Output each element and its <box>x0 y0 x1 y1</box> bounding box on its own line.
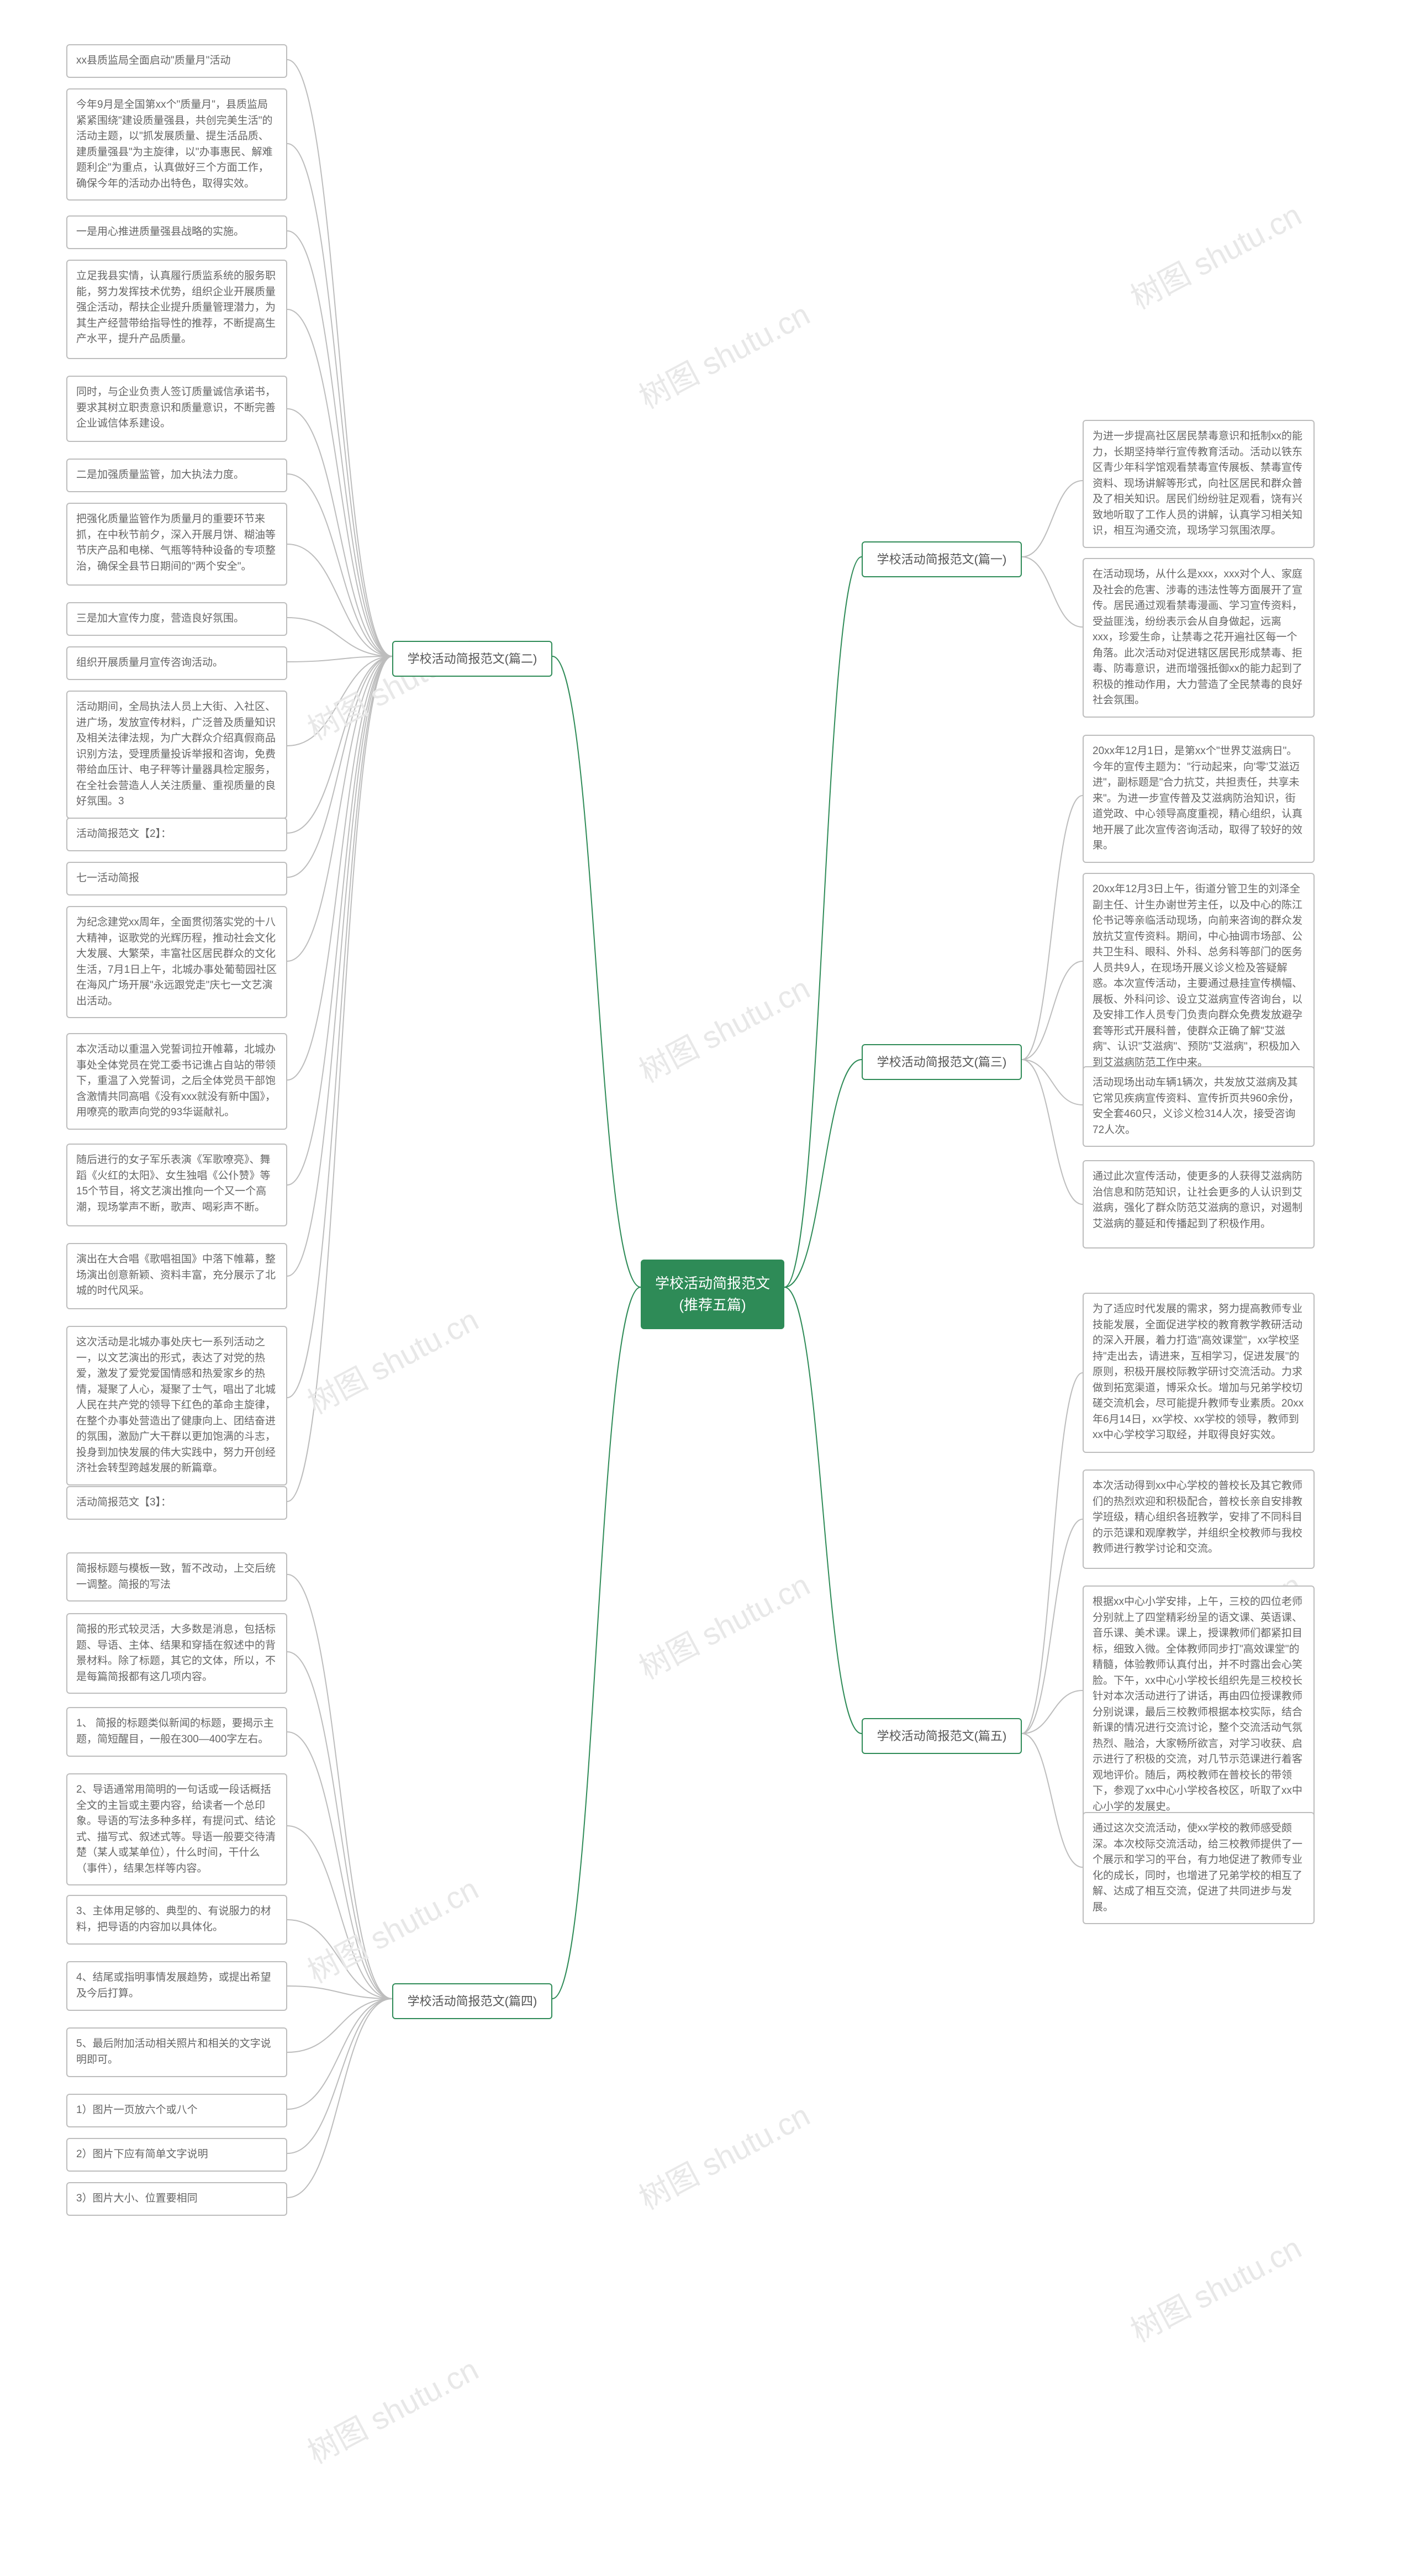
leaf-b2-5-label: 二是加强质量监管，加大执法力度。 <box>76 469 244 481</box>
watermark: 树图 shutu.cn <box>299 1295 486 1423</box>
leaf-b2-16[interactable]: 这次活动是北城办事处庆七一系列活动之一，以文艺演出的形式，表达了对党的热爱，激发… <box>66 1326 287 1485</box>
leaf-b2-4-label: 同时，与企业负责人签订质量诚信承诺书，要求其树立职责意识和质量意识，不断完善企业… <box>76 386 276 429</box>
leaf-b3-2-label: 活动现场出动车辆1辆次，共发放艾滋病及其它常见疾病宣传资料、宣传折页共960余份… <box>1093 1077 1299 1136</box>
leaf-b4-3-label: 2、导语通常用简明的一句话或一段话概括全文的主旨或主要内容，给读者一个总印象。导… <box>76 1784 276 1874</box>
leaf-b5-1-label: 本次活动得到xx中心学校的普校长及其它教师们的热烈欢迎和积极配合，普校长亲自安排… <box>1093 1480 1302 1555</box>
leaf-b2-14-label: 随后进行的女子军乐表演《军歌嘹亮》、舞蹈《火红的太阳》、女生独唱《公仆赞》等15… <box>76 1154 271 1213</box>
branch-b5[interactable]: 学校活动简报范文(篇五) <box>862 1718 1022 1754</box>
leaf-b2-0[interactable]: xx县质监局全面启动"质量月"活动 <box>66 44 287 78</box>
leaf-b2-12-label: 为纪念建党xx周年，全面贯彻落实党的十八大精神，讴歌党的光辉历程，推动社会文化大… <box>76 916 277 1007</box>
leaf-b4-4-label: 3、主体用足够的、典型的、有说服力的材料，把导语的内容加以具体化。 <box>76 1905 271 1933</box>
leaf-b2-13[interactable]: 本次活动以重温入党誓词拉开帷幕，北城办事处全体党员在党工委书记谯占自站的带领下，… <box>66 1033 287 1130</box>
branch-b3[interactable]: 学校活动简报范文(篇三) <box>862 1044 1022 1080</box>
leaf-b4-0-label: 简报标题与模板一致，暂不改动，上交后统一调整。简报的写法 <box>76 1563 276 1590</box>
leaf-b1-0-label: 为进一步提高社区居民禁毒意识和抵制xx的能力，长期坚持举行宣传教育活动。活动以铁… <box>1093 430 1302 536</box>
leaf-b3-3-label: 通过此次宣传活动，使更多的人获得艾滋病防治信息和防范知识，让社会更多的人认识到艾… <box>1093 1171 1302 1230</box>
leaf-b4-7-label: 1）图片一页放六个或八个 <box>76 2104 198 2116</box>
leaf-b5-0-label: 为了适应时代发展的需求，努力提高教师专业技能发展，全面促进学校的教育教学教研活动… <box>1093 1303 1304 1441</box>
leaf-b1-1[interactable]: 在活动现场，从什么是xxx，xxx对个人、家庭及社会的危害、涉毒的违法性等方面展… <box>1083 558 1315 718</box>
branch-b4-label: 学校活动简报范文(篇四) <box>408 1994 537 2008</box>
leaf-b2-3-label: 立足我县实情，认真履行质监系统的服务职能，努力发挥技术优势，组织企业开展质量强企… <box>76 270 276 345</box>
leaf-b3-0[interactable]: 20xx年12月1日，是第xx个"世界艾滋病日"。今年的宣传主题为："行动起来，… <box>1083 735 1315 863</box>
leaf-b4-8[interactable]: 2）图片下应有简单文字说明 <box>66 2138 287 2172</box>
leaf-b3-1[interactable]: 20xx年12月3日上午，街道分管卫生的刘泽全副主任、计生办谢世芳主任，以及中心… <box>1083 873 1315 1079</box>
leaf-b2-9-label: 活动期间，全局执法人员上大街、入社区、进广场，发放宣传材料，广泛普及质量知识及相… <box>76 701 276 807</box>
leaf-b2-2[interactable]: 一是用心推进质量强县战略的实施。 <box>66 215 287 249</box>
root-node[interactable]: 学校活动简报范文(推荐五篇) <box>641 1260 784 1329</box>
watermark: 树图 shutu.cn <box>630 1561 817 1688</box>
branch-b4[interactable]: 学校活动简报范文(篇四) <box>392 1983 552 2019</box>
leaf-b5-2[interactable]: 根据xx中心小学安排，上午，三校的四位老师分别就上了四堂精彩纷呈的语文课、英语课… <box>1083 1585 1315 1824</box>
leaf-b2-0-label: xx县质监局全面启动"质量月"活动 <box>76 55 231 66</box>
watermark: 树图 shutu.cn <box>630 290 817 418</box>
leaf-b2-10[interactable]: 活动简报范文【2】： <box>66 818 287 851</box>
leaf-b2-2-label: 一是用心推进质量强县战略的实施。 <box>76 226 244 238</box>
leaf-b4-4[interactable]: 3、主体用足够的、典型的、有说服力的材料，把导语的内容加以具体化。 <box>66 1895 287 1945</box>
watermark: 树图 shutu.cn <box>630 964 817 1092</box>
branch-b2-label: 学校活动简报范文(篇二) <box>408 652 537 666</box>
root-node-label: 学校活动简报范文(推荐五篇) <box>655 1275 770 1313</box>
leaf-b2-10-label: 活动简报范文【2】： <box>76 828 171 840</box>
leaf-b4-9[interactable]: 3）图片大小、位置要相同 <box>66 2182 287 2216</box>
leaf-b4-0[interactable]: 简报标题与模板一致，暂不改动，上交后统一调整。简报的写法 <box>66 1552 287 1602</box>
leaf-b4-5-label: 4、结尾或指明事情发展趋势，或提出希望及今后打算。 <box>76 1972 271 1999</box>
branch-b1-label: 学校活动简报范文(篇一) <box>877 552 1007 566</box>
leaf-b3-1-label: 20xx年12月3日上午，街道分管卫生的刘泽全副主任、计生办谢世芳主任，以及中心… <box>1093 883 1302 1068</box>
leaf-b5-3-label: 通过这次交流活动，使xx学校的教师感受颇深。本次校际交流活动，给三校教师提供了一… <box>1093 1822 1302 1913</box>
leaf-b5-3[interactable]: 通过这次交流活动，使xx学校的教师感受颇深。本次校际交流活动，给三校教师提供了一… <box>1083 1812 1315 1924</box>
leaf-b4-1[interactable]: 简报的形式较灵活，大多数是消息，包括标题、导语、主体、结果和穿插在叙述中的背景材… <box>66 1613 287 1694</box>
leaf-b5-2-label: 根据xx中心小学安排，上午，三校的四位老师分别就上了四堂精彩纷呈的语文课、英语课… <box>1093 1596 1302 1813</box>
branch-b3-label: 学校活动简报范文(篇三) <box>877 1055 1007 1069</box>
watermark: 树图 shutu.cn <box>299 2345 486 2473</box>
leaf-b2-13-label: 本次活动以重温入党誓词拉开帷幕，北城办事处全体党员在党工委书记谯占自站的带领下，… <box>76 1044 276 1118</box>
branch-b5-label: 学校活动简报范文(篇五) <box>877 1729 1007 1743</box>
leaf-b3-3[interactable]: 通过此次宣传活动，使更多的人获得艾滋病防治信息和防范知识，让社会更多的人认识到艾… <box>1083 1160 1315 1249</box>
leaf-b2-16-label: 这次活动是北城办事处庆七一系列活动之一，以文艺演出的形式，表达了对党的热爱，激发… <box>76 1336 276 1474</box>
leaf-b2-8-label: 组织开展质量月宣传咨询活动。 <box>76 657 223 668</box>
leaf-b2-4[interactable]: 同时，与企业负责人签订质量诚信承诺书，要求其树立职责意识和质量意识，不断完善企业… <box>66 376 287 442</box>
leaf-b2-3[interactable]: 立足我县实情，认真履行质监系统的服务职能，努力发挥技术优势，组织企业开展质量强企… <box>66 260 287 359</box>
leaf-b2-17-label: 活动简报范文【3】： <box>76 1497 171 1508</box>
leaf-b2-6[interactable]: 把强化质量监管作为质量月的重要环节来抓，在中秋节前夕，深入开展月饼、糊油等节庆产… <box>66 503 287 586</box>
leaf-b2-9[interactable]: 活动期间，全局执法人员上大街、入社区、进广场，发放宣传材料，广泛普及质量知识及相… <box>66 691 287 819</box>
leaf-b2-15[interactable]: 演出在大合唱《歌唱祖国》中落下帷幕，整场演出创意新颖、资料丰富，充分展示了北城的… <box>66 1243 287 1309</box>
leaf-b4-1-label: 简报的形式较灵活，大多数是消息，包括标题、导语、主体、结果和穿插在叙述中的背景材… <box>76 1624 276 1683</box>
leaf-b2-11[interactable]: 七一活动简报 <box>66 862 287 895</box>
leaf-b2-12[interactable]: 为纪念建党xx周年，全面贯彻落实党的十八大精神，讴歌党的光辉历程，推动社会文化大… <box>66 906 287 1018</box>
watermark: 树图 shutu.cn <box>299 1864 486 1992</box>
leaf-b4-2-label: 1、 简报的标题类似新闻的标题，要揭示主题，简短醒目，一般在300—400字左右… <box>76 1718 274 1745</box>
leaf-b1-1-label: 在活动现场，从什么是xxx，xxx对个人、家庭及社会的危害、涉毒的违法性等方面展… <box>1093 568 1302 706</box>
leaf-b4-8-label: 2）图片下应有简单文字说明 <box>76 2148 208 2160</box>
leaf-b2-14[interactable]: 随后进行的女子军乐表演《军歌嘹亮》、舞蹈《火红的太阳》、女生独唱《公仆赞》等15… <box>66 1144 287 1226</box>
leaf-b2-7-label: 三是加大宣传力度，营造良好氛围。 <box>76 613 244 624</box>
leaf-b2-6-label: 把强化质量监管作为质量月的重要环节来抓，在中秋节前夕，深入开展月饼、糊油等节庆产… <box>76 513 276 572</box>
leaf-b4-7[interactable]: 1）图片一页放六个或八个 <box>66 2094 287 2127</box>
leaf-b2-8[interactable]: 组织开展质量月宣传咨询活动。 <box>66 646 287 680</box>
leaf-b5-0[interactable]: 为了适应时代发展的需求，努力提高教师专业技能发展，全面促进学校的教育教学教研活动… <box>1083 1293 1315 1453</box>
watermark: 树图 shutu.cn <box>1122 191 1309 318</box>
leaf-b1-0[interactable]: 为进一步提高社区居民禁毒意识和抵制xx的能力，长期坚持举行宣传教育活动。活动以铁… <box>1083 420 1315 548</box>
leaf-b4-6-label: 5、最后附加活动相关照片和相关的文字说明即可。 <box>76 2038 271 2066</box>
leaf-b2-17[interactable]: 活动简报范文【3】： <box>66 1486 287 1520</box>
leaf-b4-3[interactable]: 2、导语通常用简明的一句话或一段话概括全文的主旨或主要内容，给读者一个总印象。导… <box>66 1773 287 1885</box>
leaf-b3-0-label: 20xx年12月1日，是第xx个"世界艾滋病日"。今年的宣传主题为："行动起来，… <box>1093 745 1302 851</box>
leaf-b2-1-label: 今年9月是全国第xx个"质量月"，县质监局紧紧围绕"建设质量强县，共创完美生活"… <box>76 99 273 189</box>
leaf-b4-9-label: 3）图片大小、位置要相同 <box>76 2193 198 2204</box>
leaf-b2-7[interactable]: 三是加大宣传力度，营造良好氛围。 <box>66 602 287 636</box>
branch-b1[interactable]: 学校活动简报范文(篇一) <box>862 541 1022 577</box>
mindmap-canvas: 树图 shutu.cn 树图 shutu.cn 树图 shutu.cn 树图 shut… <box>0 0 1414 2576</box>
leaf-b5-1[interactable]: 本次活动得到xx中心学校的普校长及其它教师们的热烈欢迎和积极配合，普校长亲自安排… <box>1083 1469 1315 1569</box>
leaf-b2-11-label: 七一活动简报 <box>76 872 139 884</box>
branch-b2[interactable]: 学校活动简报范文(篇二) <box>392 641 552 677</box>
leaf-b4-2[interactable]: 1、 简报的标题类似新闻的标题，要揭示主题，简短醒目，一般在300—400字左右… <box>66 1707 287 1757</box>
leaf-b2-5[interactable]: 二是加强质量监管，加大执法力度。 <box>66 459 287 492</box>
leaf-b4-6[interactable]: 5、最后附加活动相关照片和相关的文字说明即可。 <box>66 2027 287 2077</box>
leaf-b4-5[interactable]: 4、结尾或指明事情发展趋势，或提出希望及今后打算。 <box>66 1961 287 2011</box>
leaf-b2-1[interactable]: 今年9月是全国第xx个"质量月"，县质监局紧紧围绕"建设质量强县，共创完美生活"… <box>66 88 287 201</box>
leaf-b2-15-label: 演出在大合唱《歌唱祖国》中落下帷幕，整场演出创意新颖、资料丰富，充分展示了北城的… <box>76 1253 276 1297</box>
watermark: 树图 shutu.cn <box>630 2091 817 2219</box>
leaf-b3-2[interactable]: 活动现场出动车辆1辆次，共发放艾滋病及其它常见疾病宣传资料、宣传折页共960余份… <box>1083 1066 1315 1147</box>
watermark: 树图 shutu.cn <box>1122 2224 1309 2351</box>
